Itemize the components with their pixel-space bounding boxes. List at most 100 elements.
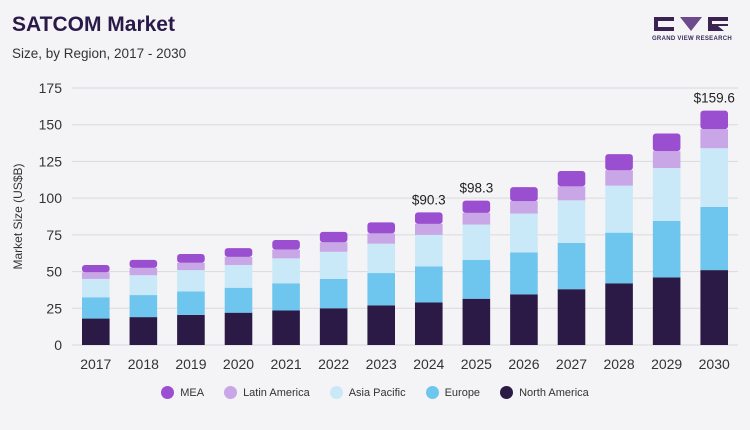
bar-segment-north-america bbox=[272, 310, 300, 345]
x-tick-label: 2017 bbox=[80, 356, 111, 372]
bar-segment-asia-pacific bbox=[414, 234, 443, 267]
x-tick-label: 2025 bbox=[461, 356, 492, 372]
bar-segment-asia-pacific bbox=[224, 264, 253, 288]
bar-segment-north-america bbox=[700, 270, 729, 345]
chart-legend: MEA Latin America Asia Pacific Europe North … bbox=[0, 386, 750, 399]
stacked-bar-chart: 0 25 50 75 100 125 150 175 Market Size (US$B) 201… bbox=[11, 80, 738, 372]
bar-segment-europe bbox=[414, 266, 443, 303]
bar-segment-europe bbox=[510, 252, 538, 295]
y-tick-label: 150 bbox=[39, 117, 63, 133]
bar-segment-asia-pacific bbox=[557, 200, 586, 243]
legend-swatch bbox=[500, 386, 514, 399]
x-tick-label: 2023 bbox=[366, 356, 397, 372]
bar-segment-latin-america bbox=[272, 249, 300, 259]
bar-segment-latin-america bbox=[557, 186, 586, 201]
bar-segment-europe bbox=[557, 242, 586, 290]
data-label: $159.6 bbox=[694, 91, 735, 106]
bar-segment-latin-america bbox=[652, 151, 681, 169]
data-label: $90.3 bbox=[412, 192, 446, 207]
bar-segment-latin-america bbox=[129, 267, 158, 276]
legend-label: MEA bbox=[180, 386, 205, 399]
x-tick-label: 2024 bbox=[413, 356, 444, 372]
x-tick-label: 2021 bbox=[270, 356, 301, 372]
bar-segment-latin-america bbox=[319, 242, 348, 252]
bar-segment-europe bbox=[224, 287, 253, 313]
bar-segment-europe bbox=[177, 291, 205, 315]
bar-segment-latin-america bbox=[177, 262, 205, 271]
legend-swatch bbox=[161, 386, 175, 399]
bar-segment-asia-pacific bbox=[462, 224, 491, 260]
logo-mark-icon bbox=[654, 17, 728, 31]
bar-segment-north-america bbox=[510, 294, 538, 345]
bar-segment-north-america bbox=[557, 289, 586, 345]
bar-segment-latin-america bbox=[367, 233, 396, 244]
legend-item: Asia Pacific bbox=[329, 386, 406, 399]
chart-subtitle: Size, by Region, 2017 - 2030 bbox=[12, 46, 187, 61]
x-tick-label: 2028 bbox=[603, 356, 634, 372]
x-tick-label: 2027 bbox=[556, 356, 587, 372]
bar-segment-north-america bbox=[319, 308, 348, 345]
legend-label: Latin America bbox=[243, 386, 310, 399]
legend-swatch bbox=[425, 386, 439, 399]
bar-segment-latin-america bbox=[605, 170, 633, 186]
y-tick-label: 100 bbox=[39, 190, 63, 206]
x-tick-label: 2020 bbox=[223, 356, 254, 372]
bar-segment-asia-pacific bbox=[81, 278, 110, 298]
x-tick-label: 2029 bbox=[651, 356, 682, 372]
bar-segment-asia-pacific bbox=[129, 275, 158, 296]
bar-segment-europe bbox=[272, 283, 300, 311]
x-tick-label: 2018 bbox=[128, 356, 159, 372]
legend-swatch bbox=[224, 386, 238, 399]
bar-segment-mea bbox=[224, 248, 253, 257]
x-tick-label: 2022 bbox=[318, 356, 349, 372]
bar-segment-europe bbox=[652, 220, 681, 278]
y-tick-label: 25 bbox=[46, 300, 62, 316]
legend-item: North America bbox=[500, 386, 589, 399]
y-tick-label: 50 bbox=[46, 264, 62, 280]
x-tick-label: 2019 bbox=[175, 356, 206, 372]
bar-segment-mea bbox=[414, 212, 443, 224]
bar-segment-mea bbox=[319, 231, 348, 243]
chart-title: SATCOM Market bbox=[12, 13, 175, 36]
legend-item: Latin America bbox=[224, 386, 310, 399]
x-tick-label: 2030 bbox=[699, 356, 730, 372]
bar-segment-asia-pacific bbox=[510, 213, 538, 253]
bar-segment-north-america bbox=[224, 312, 253, 345]
bar-segment-europe bbox=[700, 206, 729, 271]
y-axis-label: Market Size (US$B) bbox=[11, 163, 25, 269]
bar-segment-mea bbox=[177, 253, 205, 263]
bar-segment-europe bbox=[129, 295, 158, 318]
bar-segment-mea bbox=[272, 239, 300, 250]
bar-segment-latin-america bbox=[510, 201, 538, 214]
bar-segment-north-america bbox=[652, 277, 681, 345]
bar-segment-mea bbox=[700, 110, 729, 130]
bar-segment-asia-pacific bbox=[700, 148, 729, 207]
bar-segment-europe bbox=[319, 278, 348, 309]
bar-segment-north-america bbox=[414, 302, 443, 345]
legend-item: MEA bbox=[161, 386, 204, 399]
bar-segment-north-america bbox=[81, 318, 110, 345]
bar-segment-latin-america bbox=[462, 212, 491, 225]
bar-segment-latin-america bbox=[81, 272, 110, 279]
bar-segment-asia-pacific bbox=[605, 185, 633, 233]
legend-label: Europe bbox=[444, 386, 481, 399]
y-tick-label: 75 bbox=[46, 227, 62, 243]
bar-segment-mea bbox=[605, 154, 633, 171]
bar-segment-asia-pacific bbox=[367, 243, 396, 274]
y-tick-label: 125 bbox=[39, 153, 63, 169]
bar-segment-asia-pacific bbox=[272, 258, 300, 284]
bar-segment-north-america bbox=[177, 314, 205, 345]
data-label: $98.3 bbox=[459, 181, 493, 196]
bar-segment-latin-america bbox=[224, 256, 253, 265]
bar-segment-mea bbox=[557, 170, 586, 187]
legend-swatch bbox=[329, 386, 343, 399]
y-tick-label: 0 bbox=[54, 337, 62, 353]
bar-segment-europe bbox=[367, 273, 396, 306]
bar-segment-mea bbox=[510, 187, 538, 202]
bar-segment-north-america bbox=[605, 283, 633, 345]
bar-segment-europe bbox=[462, 259, 491, 299]
bar-segment-europe bbox=[81, 297, 110, 319]
legend-item: Europe bbox=[425, 386, 481, 399]
bar-segment-asia-pacific bbox=[652, 168, 681, 221]
